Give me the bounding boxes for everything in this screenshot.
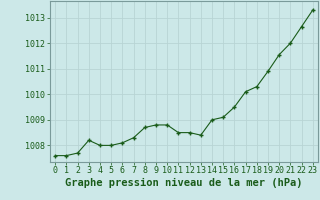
X-axis label: Graphe pression niveau de la mer (hPa): Graphe pression niveau de la mer (hPa) (65, 178, 303, 188)
